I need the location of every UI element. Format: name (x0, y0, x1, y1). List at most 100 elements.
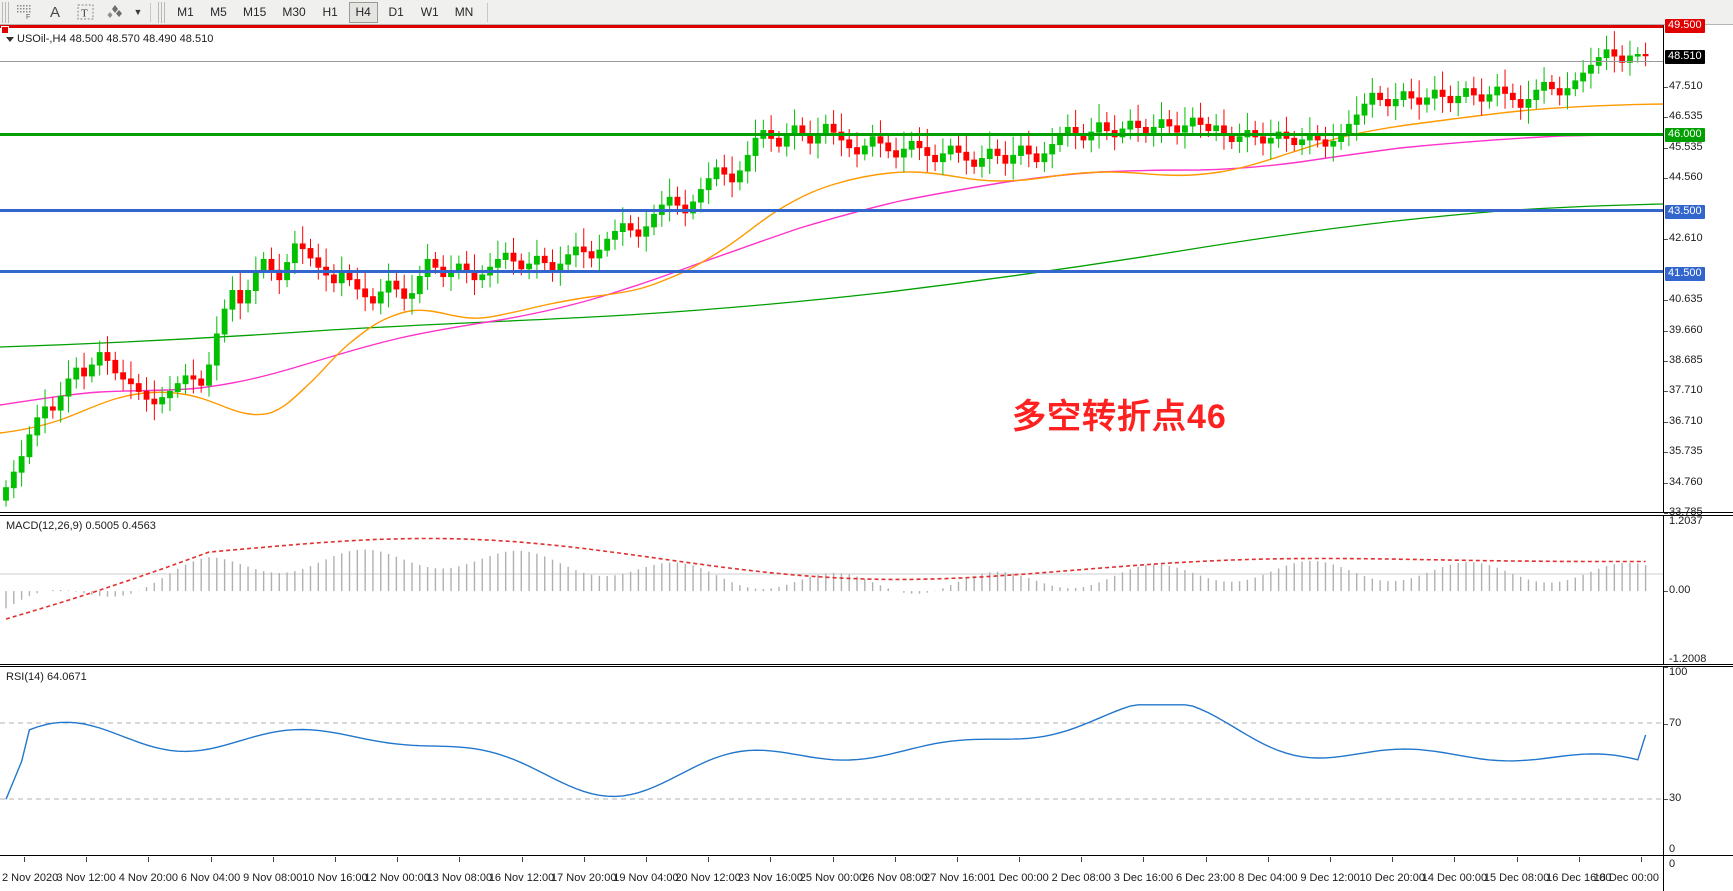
time-tick-label: 18 Dec 00:00 (1593, 872, 1659, 884)
price-tick (1664, 300, 1668, 302)
time-tick-label: 2 Dec 08:00 (1051, 872, 1111, 884)
time-tick-label: 23 Nov 16:00 (737, 872, 804, 884)
rsi-tick-label: 70 (1669, 716, 1682, 729)
time-tick-label: 9 Dec 12:00 (1300, 872, 1360, 884)
timeframe-h4[interactable]: H4 (348, 1, 378, 23)
svg-text:T: T (81, 8, 88, 20)
price-tick (1664, 178, 1668, 180)
hline-46000[interactable] (0, 133, 1663, 136)
time-tick (1392, 857, 1394, 862)
time-tick-label: 19 Nov 04:00 (613, 872, 679, 884)
time-tick (397, 857, 399, 862)
time-tick-label: 15 Dec 08:00 (1483, 872, 1550, 884)
time-tick-label: 14 Dec 00:00 (1421, 872, 1488, 884)
timeframe-mn[interactable]: MN (454, 5, 474, 19)
rsi-label: RSI(14) 64.0671 (6, 671, 87, 683)
text-a-icon[interactable]: A (49, 3, 60, 21)
price-badge-43-500[interactable]: 43.500 (1665, 205, 1705, 220)
time-tick-label: 16 Nov 12:00 (488, 872, 555, 884)
price-badge-41-500[interactable]: 41.500 (1665, 267, 1705, 282)
price-axis[interactable]: 49.500 48.510 47.510 46.535 46.000 45.535 44.5… (1663, 19, 1733, 518)
time-tick (1578, 857, 1580, 862)
time-tick-label: 27 Nov 16:00 (924, 872, 990, 884)
text-box-icon[interactable]: T (71, 1, 99, 24)
timeframe-grip[interactable] (158, 1, 165, 23)
time-tick (1454, 857, 1456, 862)
time-tick (583, 857, 585, 862)
time-tick-label: 12 Nov 00:00 (364, 872, 430, 884)
grid-f-icon[interactable]: F (11, 1, 39, 24)
rsi-axis[interactable]: 100 70 30 0 (1663, 667, 1733, 857)
time-tick (334, 857, 336, 862)
hline-43500[interactable] (0, 209, 1663, 212)
timeframe-w1[interactable]: W1 (420, 5, 439, 19)
price-badge-46-000[interactable]: 46.000 (1665, 127, 1705, 142)
macd-tick-label: 1.2037 (1669, 515, 1703, 527)
rsi-pane[interactable]: RSI(14) 64.0671 100 70 30 0 (0, 666, 1733, 857)
time-axis[interactable]: 2 Nov 2020 3 Nov 12:00 4 Nov 20:00 6 Nov 04… (0, 855, 1733, 891)
objects-icon[interactable] (101, 1, 129, 24)
timeframe-m5[interactable]: M5 (210, 5, 227, 19)
chart-annotation-text[interactable]: 多空转折点46 (1012, 398, 1227, 436)
price-tick (1664, 148, 1668, 150)
rsi-tick (1664, 723, 1668, 725)
corner-zero-label: 0 (1669, 858, 1676, 870)
time-tick-label: 13 Nov 08:00 (426, 872, 493, 884)
price-tick (1664, 330, 1668, 332)
macd-pane[interactable]: MACD(12,26,9) 0.5005 0.4563 1.2037 0.00 -1… (0, 515, 1733, 665)
macd-signal-line (5, 537, 1646, 620)
rsi-tick (1664, 799, 1668, 801)
collapse-caret-icon[interactable] (6, 36, 14, 42)
time-tick-label: 9 Nov 08:00 (243, 872, 303, 884)
timeframe-m15[interactable]: M15 (243, 5, 267, 19)
time-tick (24, 857, 25, 862)
price-badge-49-500[interactable]: 49.500 (1665, 19, 1705, 33)
time-tick-label: 3 Dec 16:00 (1113, 872, 1174, 884)
price-tick-label: 33.785 (1669, 506, 1703, 518)
price-tick (1664, 452, 1668, 454)
rsi-plot (0, 667, 1663, 855)
dropdown-arrow-icon[interactable]: ▼ (133, 7, 143, 17)
rsi-tick (1664, 667, 1668, 668)
macd-axis[interactable]: 1.2037 0.00 -1.2008 (1663, 515, 1733, 665)
price-tick (1664, 117, 1668, 119)
axis-corner: 0 (1663, 856, 1733, 891)
time-tick (210, 857, 212, 862)
line-drag-handle[interactable] (1, 26, 9, 34)
price-tick-label: 37.710 (1669, 384, 1703, 397)
time-tick-label: 10 Nov 16:00 (302, 872, 368, 884)
hline-41500[interactable] (0, 270, 1663, 273)
timeframe-d1[interactable]: D1 (388, 5, 404, 19)
toolbar-divider (150, 2, 151, 22)
time-tick-label: 4 Nov 20:00 (118, 872, 179, 884)
time-tick-label: 26 Nov 08:00 (861, 872, 928, 884)
price-tick-label: 35.735 (1669, 445, 1703, 458)
price-tick-label: 36.710 (1669, 415, 1703, 428)
ma-slow-path (0, 203, 1663, 348)
price-tick (1664, 86, 1668, 88)
time-tick (1267, 857, 1269, 862)
macd-histogram (5, 549, 1647, 609)
time-tick (894, 857, 896, 862)
timeframe-h1[interactable]: H1 (322, 5, 338, 19)
svg-text:F: F (26, 14, 30, 20)
timeframe-m30[interactable]: M30 (282, 5, 306, 19)
time-tick-label: 25 Nov 00:00 (799, 872, 866, 884)
price-tick-label: 47.510 (1669, 79, 1703, 92)
price-tick (1664, 238, 1668, 240)
time-tick-label: 17 Nov 20:00 (551, 872, 617, 884)
timeframe-m1[interactable]: M1 (177, 5, 194, 19)
price-tick-label: 40.635 (1669, 293, 1703, 306)
price-badge-48-510[interactable]: 48.510 (1665, 49, 1705, 64)
price-tick (1664, 360, 1668, 362)
rsi-line (5, 704, 1647, 800)
time-tick (956, 857, 958, 862)
hline-49500[interactable] (0, 25, 1663, 28)
chart-area[interactable]: USOil-,H4 48.500 48.570 48.490 48.510 多空… (0, 19, 1733, 891)
time-tick (1516, 857, 1518, 862)
toolbar-grip[interactable] (2, 1, 9, 23)
price-tick-label: 42.610 (1669, 231, 1703, 244)
rsi-tick-label: 0 (1669, 843, 1676, 855)
price-tick-label: 39.660 (1669, 323, 1703, 336)
price-pane[interactable]: USOil-,H4 48.500 48.570 48.490 48.510 多空… (0, 19, 1733, 518)
